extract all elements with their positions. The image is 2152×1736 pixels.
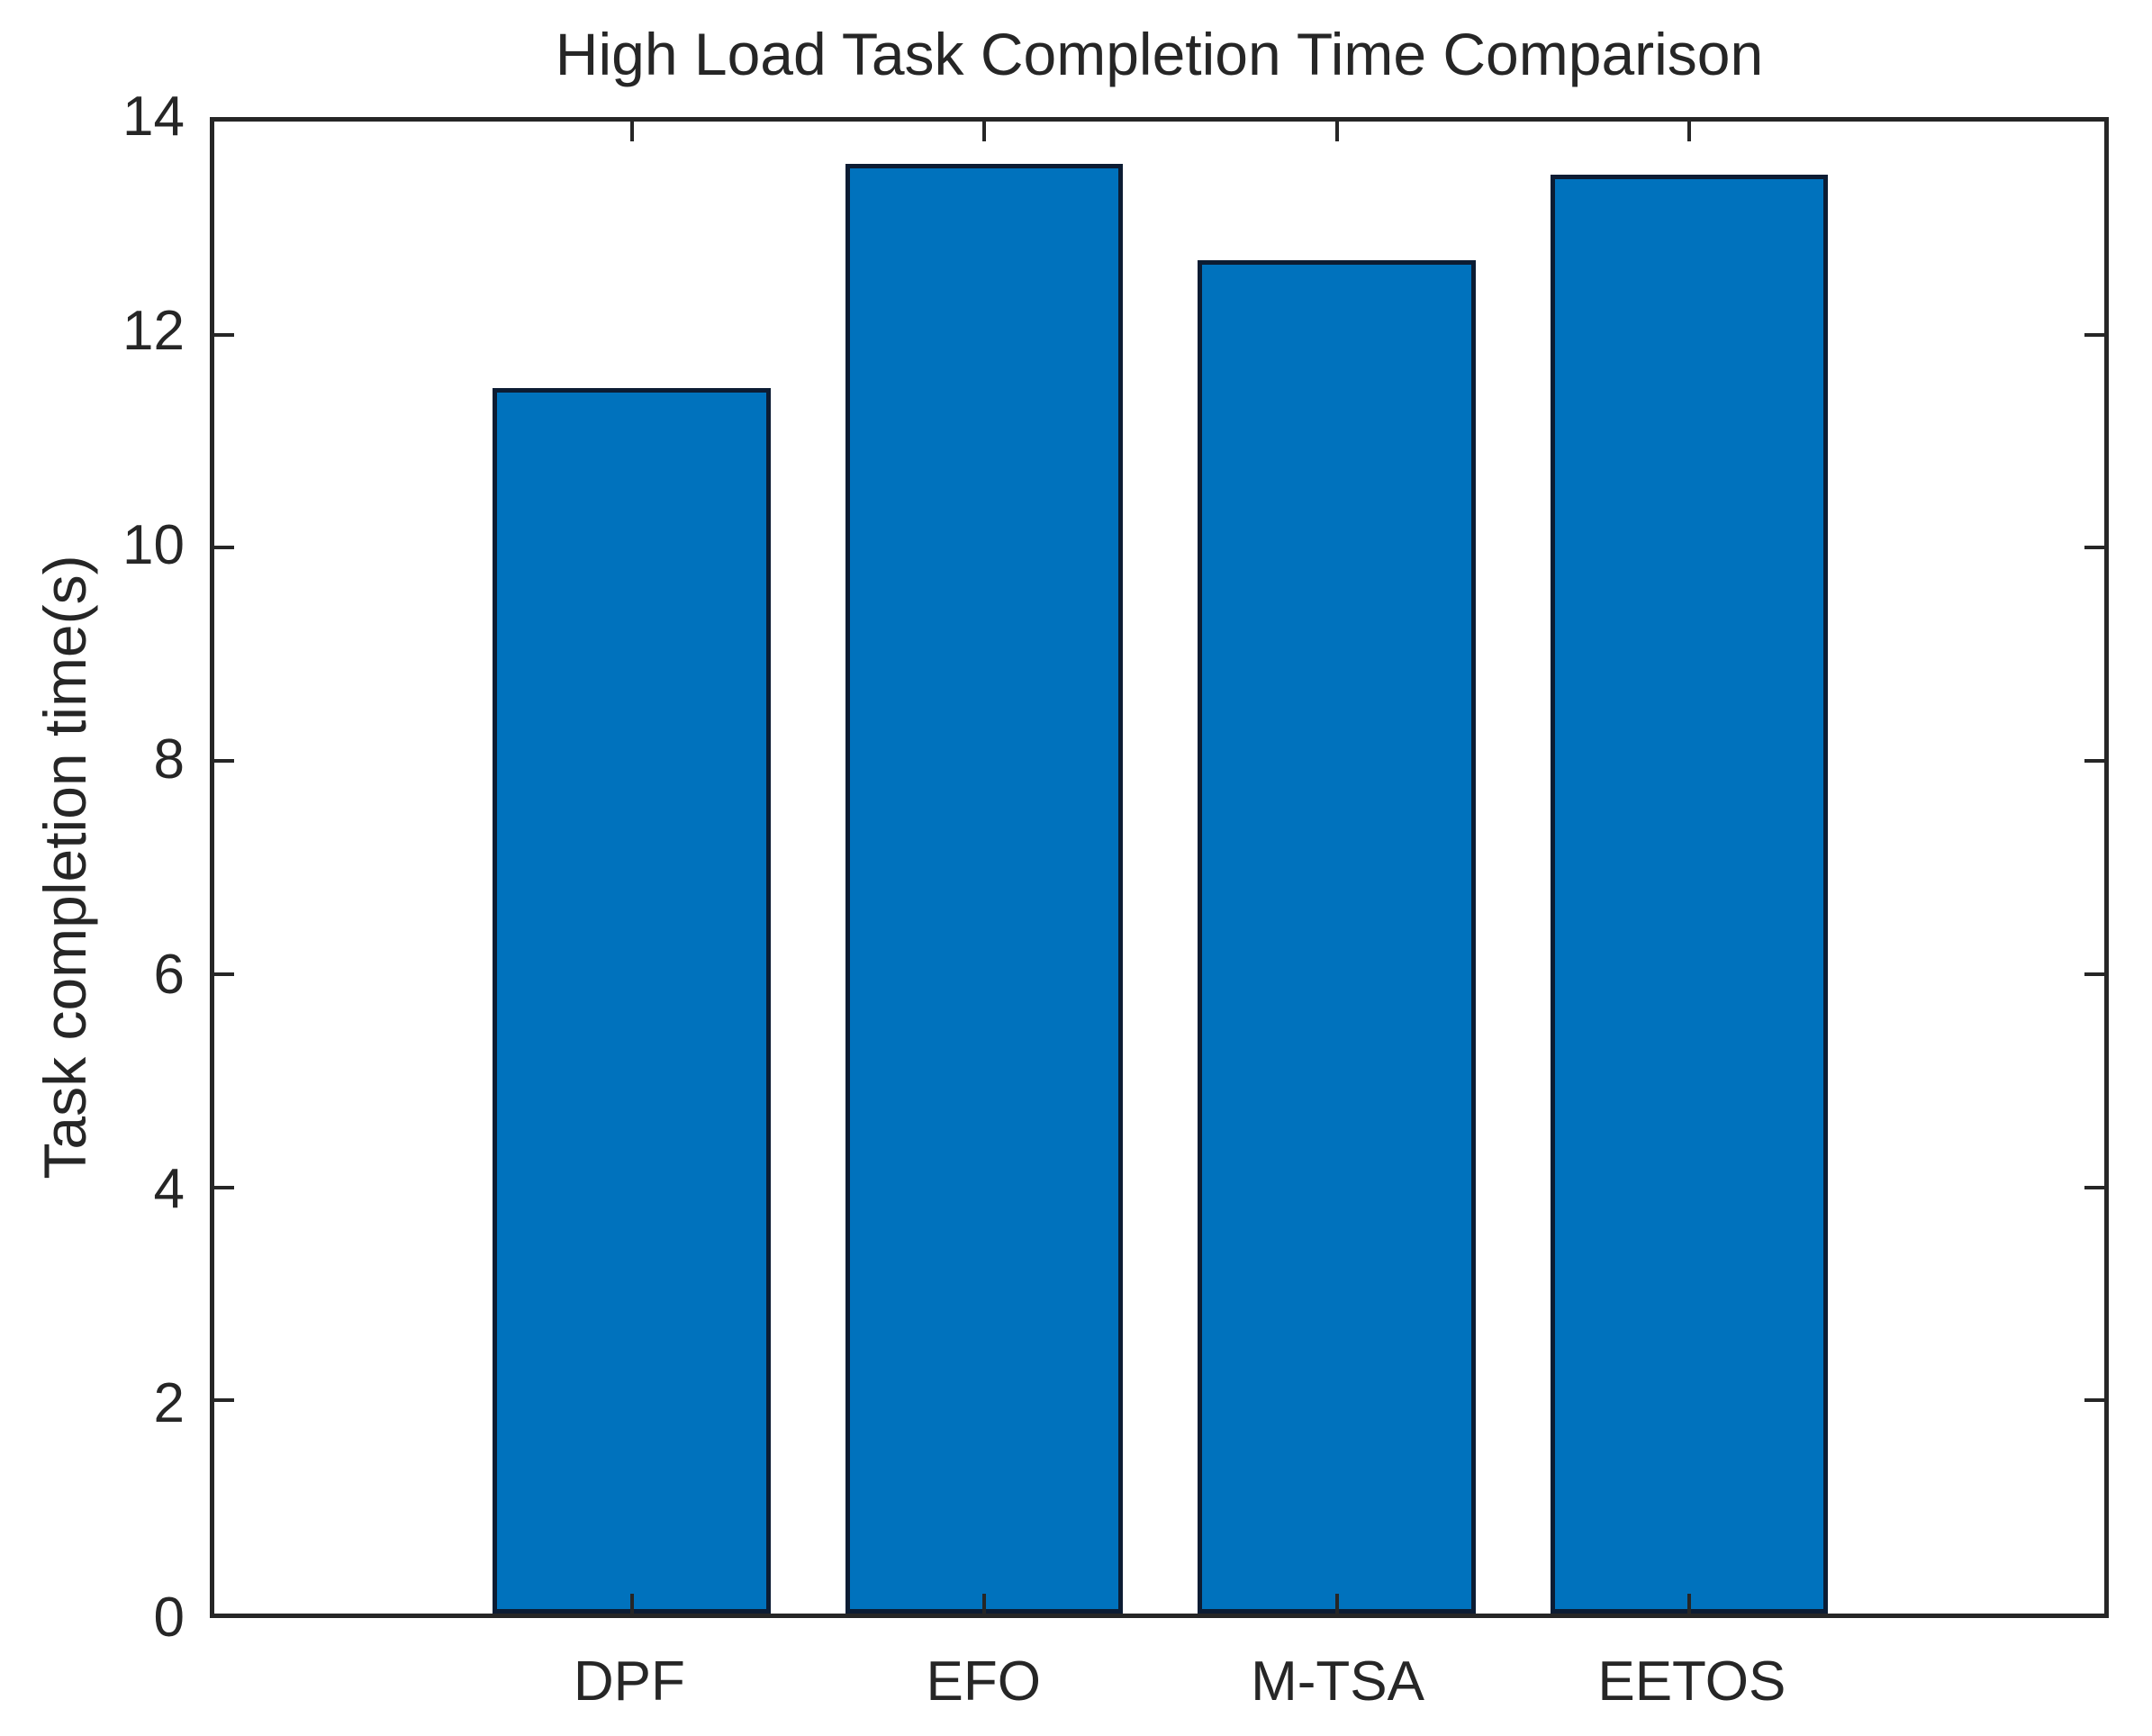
y-tick-mark: [214, 546, 234, 550]
x-tick-mark: [1687, 122, 1692, 141]
y-tick-label: 10: [122, 514, 185, 577]
y-tick-mark: [214, 972, 234, 976]
y-tick-mark: [214, 1185, 234, 1189]
y-tick-mark: [2084, 1398, 2104, 1403]
bar-m-tsa: [1198, 259, 1476, 1614]
y-tick-mark: [214, 1398, 234, 1403]
y-tick-mark: [2084, 1185, 2104, 1189]
y-tick-label: 8: [153, 728, 185, 791]
x-tick-label-m-tsa: M-TSA: [1251, 1650, 1424, 1713]
x-tick-label-dpf: DPF: [573, 1650, 685, 1713]
chart-title: High Load Task Completion Time Compariso…: [555, 21, 1764, 87]
y-tick-mark: [2084, 972, 2104, 976]
y-tick-mark: [214, 759, 234, 764]
y-axis-label: Task completion time(s): [32, 555, 98, 1180]
y-tick-label: 14: [122, 86, 185, 148]
x-tick-mark: [1687, 1594, 1692, 1614]
x-tick-mark: [982, 1594, 987, 1614]
bar-dpf: [493, 387, 771, 1614]
x-tick-mark: [1334, 122, 1339, 141]
y-tick-mark: [214, 332, 234, 337]
x-tick-mark: [629, 122, 634, 141]
x-tick-mark: [1334, 1594, 1339, 1614]
bar-eetos: [1550, 175, 1829, 1614]
y-tick-mark: [2084, 759, 2104, 764]
y-tick-label: 12: [122, 300, 185, 363]
y-tick-label: 6: [153, 943, 185, 1006]
y-tick-label: 0: [153, 1587, 185, 1649]
y-tick-mark: [2084, 546, 2104, 550]
x-tick-label-efo: EFO: [926, 1650, 1041, 1713]
x-tick-mark: [982, 122, 987, 141]
y-tick-label: 4: [153, 1157, 185, 1220]
y-tick-mark: [2084, 332, 2104, 337]
x-tick-mark: [629, 1594, 634, 1614]
bar-efo: [845, 164, 1124, 1614]
y-tick-label: 2: [153, 1371, 185, 1434]
plot-area: [210, 117, 2109, 1618]
x-tick-label-eetos: EETOS: [1597, 1650, 1786, 1713]
